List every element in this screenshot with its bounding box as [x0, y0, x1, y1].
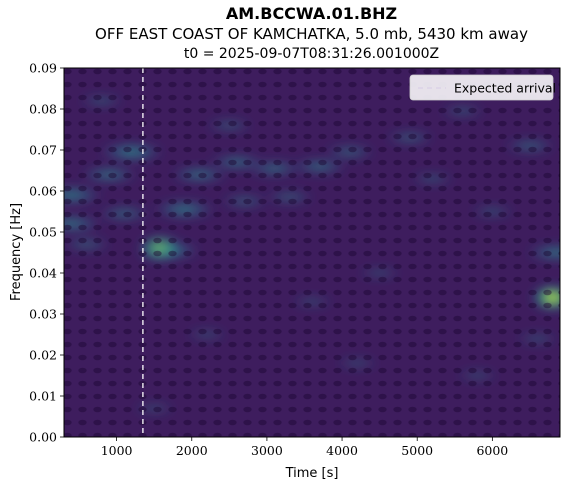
y-tick-label: 0.00 — [29, 430, 57, 445]
spectrogram-heatmap — [64, 68, 560, 437]
y-axis-label: Frequency [Hz] — [9, 203, 24, 301]
x-tick-label: 2000 — [176, 443, 208, 458]
y-tick-label: 0.03 — [29, 307, 57, 322]
y-tick-label: 0.05 — [29, 225, 57, 240]
y-axis: 0.00 0.01 0.02 0.03 0.04 0.05 0.06 0.07 0.08 0.09 — [29, 61, 64, 445]
x-tick-label: 6000 — [476, 443, 508, 458]
y-tick-label: 0.07 — [29, 143, 57, 158]
y-tick-label: 0.01 — [29, 389, 57, 404]
y-tick-label: 0.02 — [29, 348, 57, 363]
heatmap-texture — [64, 68, 560, 437]
title-block: AM.BCCWA.01.BHZ OFF EAST COAST OF KAMCHA… — [0, 4, 573, 64]
chart-subtitle: OFF EAST COAST OF KAMCHATKA, 5.0 mb, 543… — [95, 25, 528, 43]
legend: Expected arrival — [409, 74, 556, 101]
chart-t0-line: t0 = 2025-09-07T08:31:26.001000Z — [183, 46, 440, 62]
x-tick-label: 4000 — [326, 443, 358, 458]
x-tick-label: 1000 — [101, 443, 133, 458]
legend-box — [409, 74, 554, 101]
x-axis-label: Time [s] — [285, 466, 339, 481]
y-tick-label: 0.08 — [29, 102, 57, 117]
plot-frame — [63, 67, 561, 438]
y-tick-label: 0.06 — [29, 184, 57, 199]
y-tick-label: 0.09 — [29, 61, 57, 76]
legend-entry-expected-arrival: Expected arrival — [454, 81, 556, 96]
x-tick-label: 5000 — [401, 443, 433, 458]
x-axis: 1000 2000 3000 4000 5000 6000 — [101, 437, 508, 458]
y-tick-label: 0.04 — [29, 266, 57, 281]
chart-title: AM.BCCWA.01.BHZ — [225, 4, 398, 23]
x-tick-label: 3000 — [251, 443, 283, 458]
